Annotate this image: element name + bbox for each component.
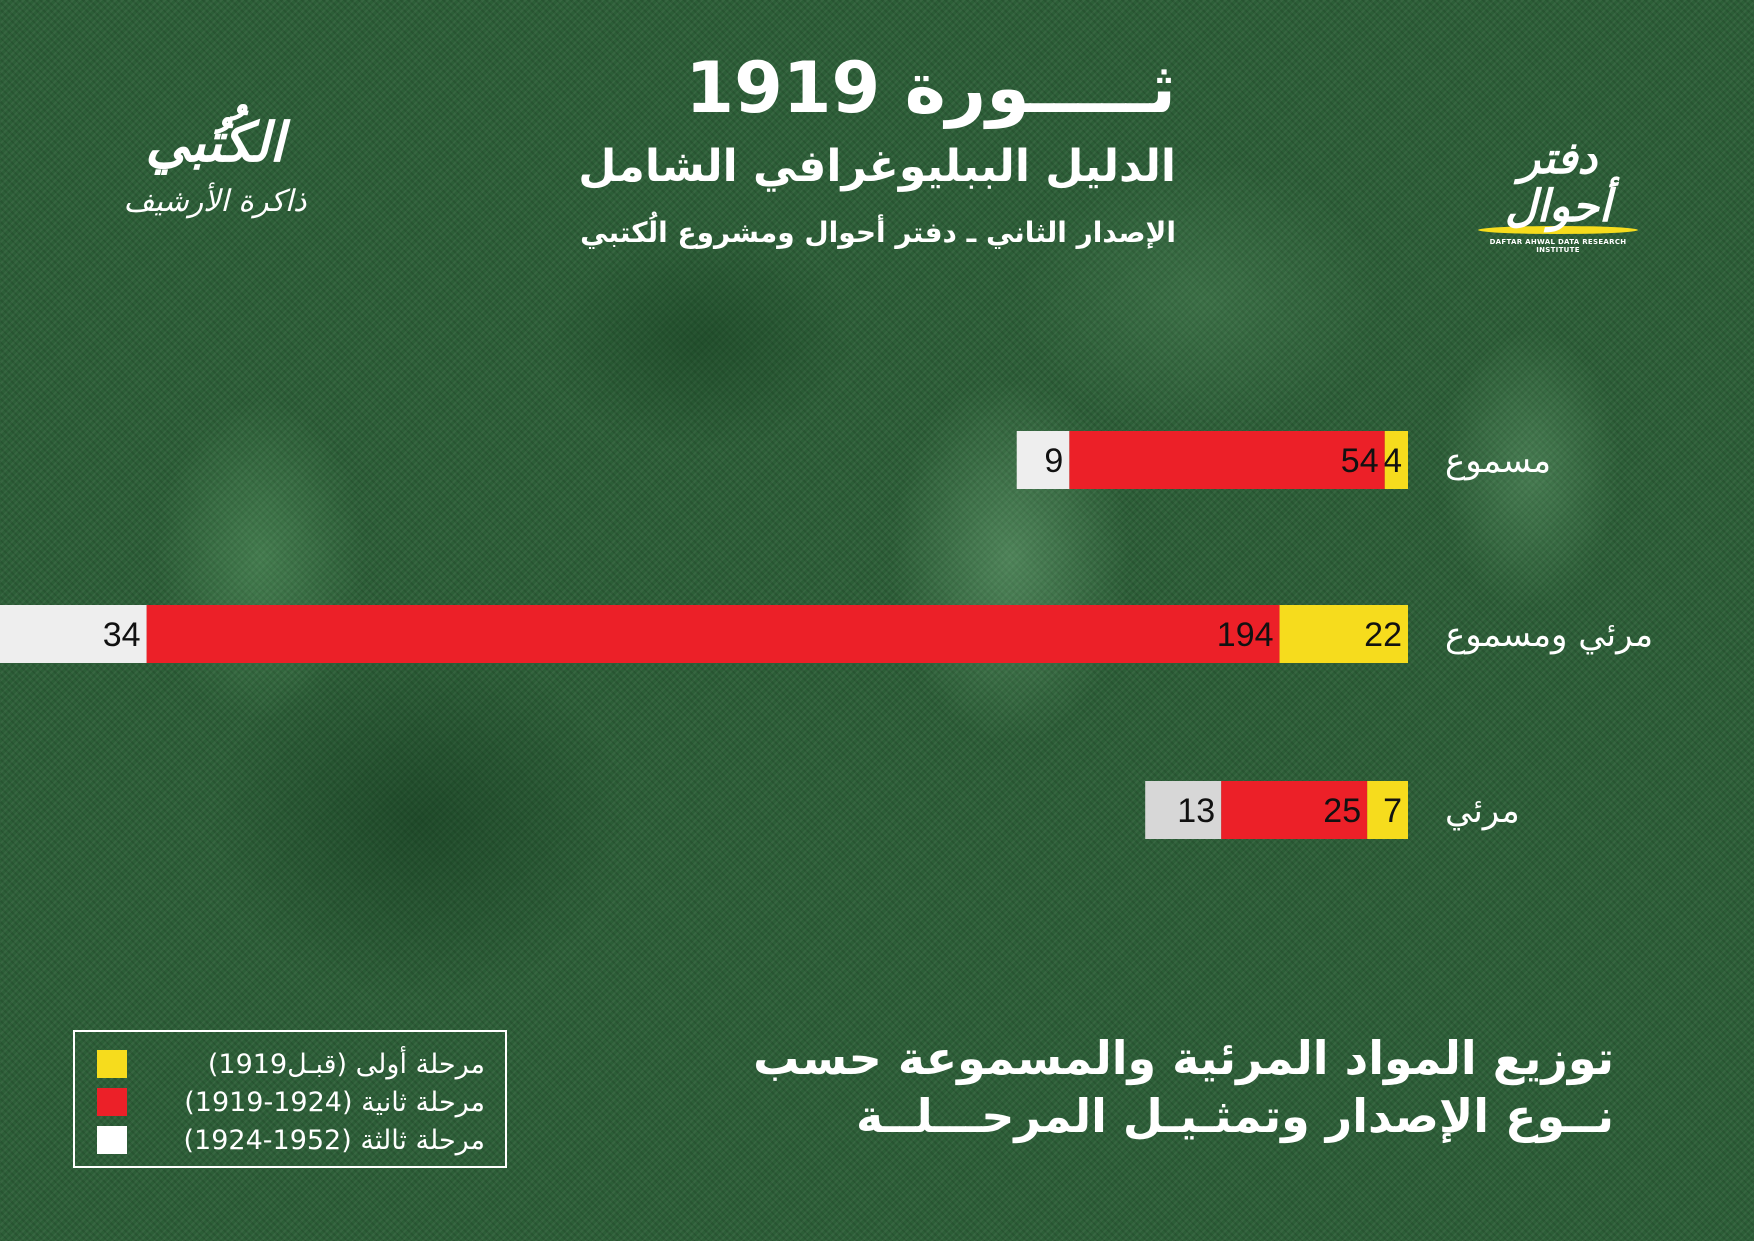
- bar-value-label: 34: [103, 616, 141, 654]
- legend-label-stage2: مرحلة ثانية (1924-1919): [184, 1086, 485, 1118]
- category-label: مرئي ومسموع: [1445, 615, 1653, 655]
- header: ثـــــورة 1919 الدليل الببليوغرافي الشام…: [578, 50, 1176, 249]
- daftar-ahwal-logo-text: دفتر أحوال: [1504, 133, 1612, 233]
- bar-segment-stage1: [1384, 431, 1408, 489]
- bar-value-label: 7: [1383, 792, 1402, 830]
- caption-line-2: نــوع الإصدار وتمثـيـل المرحـــلــة: [855, 1088, 1614, 1143]
- legend-item-stage1: مرحلة أولى (قبـل1919): [97, 1048, 485, 1080]
- bar-value-label: 194: [1217, 616, 1274, 654]
- page-title: ثـــــورة 1919: [685, 47, 1176, 129]
- caption-line-1: توزيع المواد المرئية والمسموعة حسب: [753, 1031, 1614, 1085]
- legend-label-stage1: مرحلة أولى (قبـل1919): [207, 1048, 485, 1080]
- bar-value-label: 22: [1364, 616, 1402, 654]
- chart-legend: مرحلة أولى (قبـل1919) مرحلة ثانية (1924-…: [73, 1030, 507, 1168]
- bar-segment-stage3: [1145, 781, 1222, 839]
- bar-segment-stage1: [1367, 781, 1408, 839]
- legend-swatch-stage1: [97, 1050, 127, 1078]
- bar-segment-stage2: [1221, 781, 1368, 839]
- legend-swatch-stage3: [97, 1126, 127, 1154]
- bar-segment-stage3: [1016, 431, 1070, 489]
- category-label: مسموع: [1445, 441, 1551, 481]
- legend-swatch-stage2: [97, 1088, 127, 1116]
- kutubi-logo: الكُتُبي ذاكرة الأرشيف: [115, 110, 315, 270]
- bar-value-label: 9: [1044, 442, 1063, 480]
- kutubi-logo-text: الكُتُبي: [145, 110, 285, 174]
- bar-segment-stage2: [146, 605, 1280, 663]
- bar-value-label: 25: [1323, 792, 1361, 830]
- bar-value-label: 4: [1383, 442, 1402, 480]
- bar-segment-stage3: [0, 605, 147, 663]
- kutubi-logo-subtext: ذاكرة الأرشيف: [123, 184, 307, 219]
- bar-value-label: 54: [1341, 442, 1379, 480]
- daftar-ahwal-logo: دفتر أحوال DAFTAR AHWAL DATA RESEARCH IN…: [1468, 133, 1648, 254]
- category-label: مرئي: [1445, 791, 1520, 831]
- edition-note: الإصدار الثاني ـ دفتر أحوال ومشروع الُكت…: [580, 215, 1176, 249]
- legend-item-stage3: مرحلة ثالثة (1952-1924): [97, 1124, 485, 1156]
- chart-caption: توزيع المواد المرئية والمسموعة حسب نــوع…: [714, 1030, 1614, 1145]
- bar-value-label: 13: [1177, 792, 1215, 830]
- bar-segment-stage1: [1279, 605, 1408, 663]
- daftar-ahwal-tagline: DAFTAR AHWAL DATA RESEARCH INSTITUTE: [1489, 237, 1627, 254]
- legend-item-stage2: مرحلة ثانية (1924-1919): [97, 1086, 485, 1118]
- bar-segment-stage2: [1069, 431, 1385, 489]
- logo-swoosh: [1478, 225, 1638, 234]
- legend-label-stage3: مرحلة ثالثة (1952-1924): [183, 1124, 486, 1156]
- page-subtitle: الدليل الببليوغرافي الشامل: [578, 141, 1176, 192]
